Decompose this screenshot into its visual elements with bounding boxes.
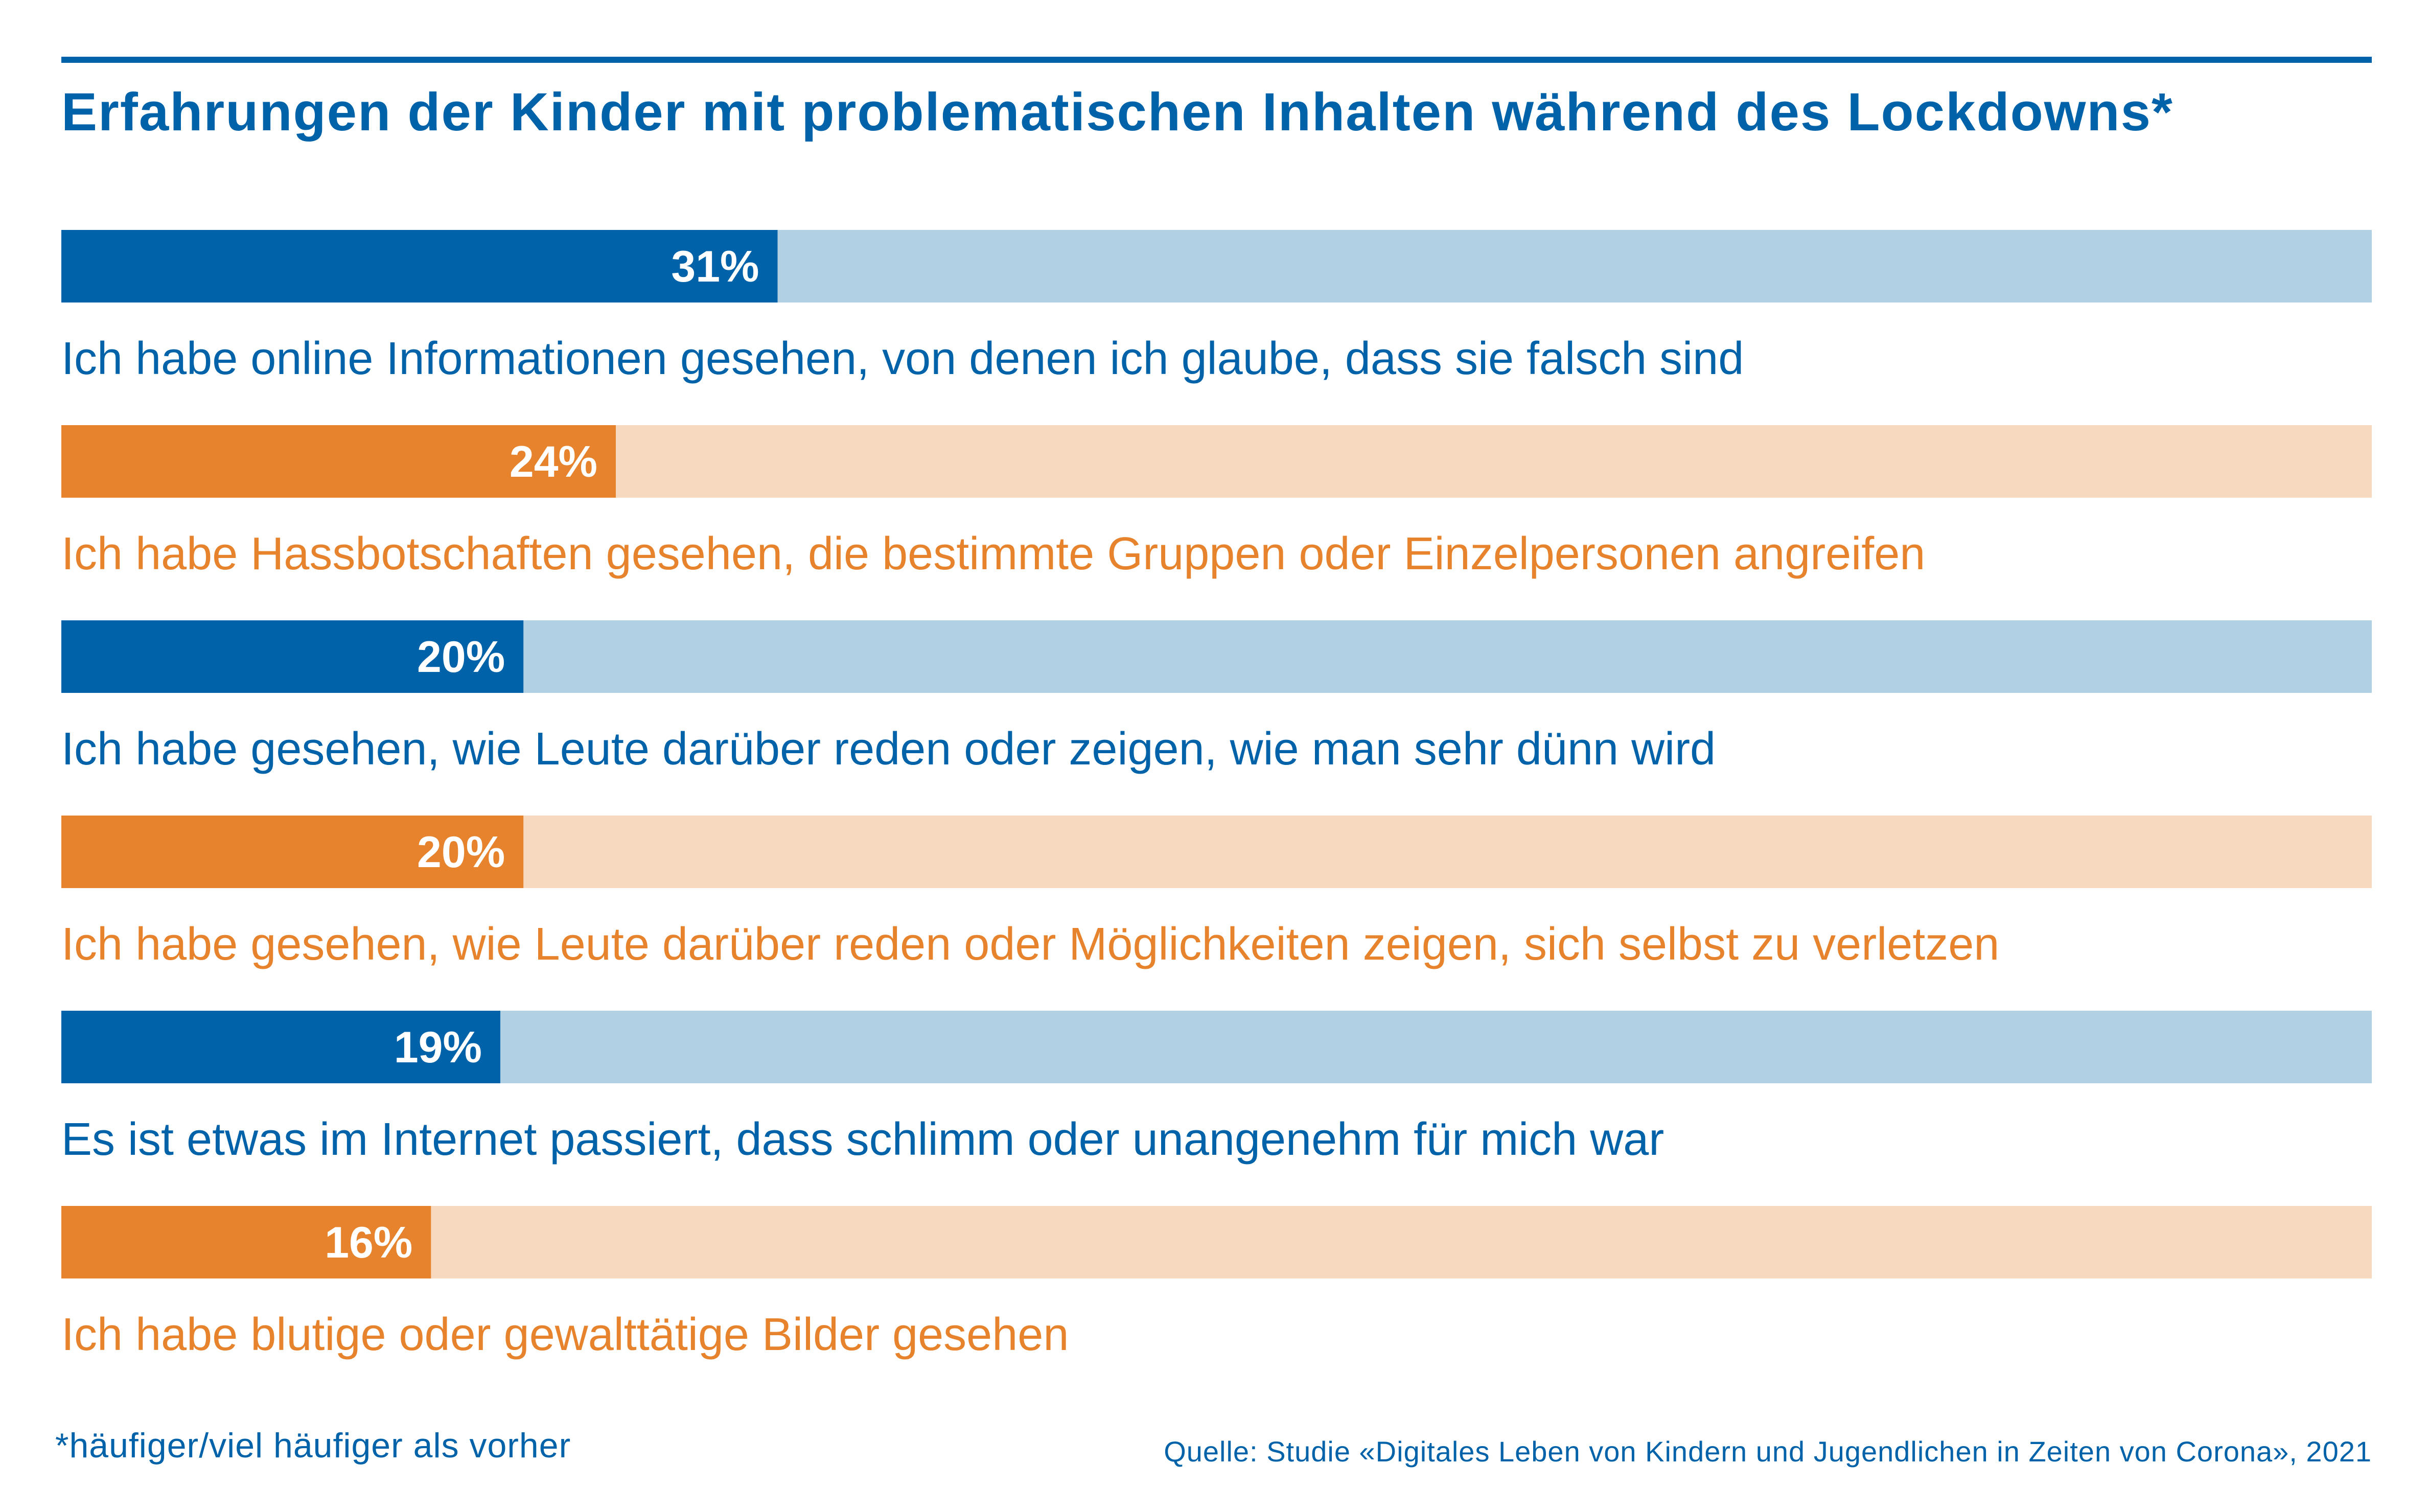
bar-group: 16% Ich habe blutige oder gewalttätige Bi… [61, 1206, 2372, 1360]
bar-value-label: 20% [417, 828, 505, 877]
category-label: Ich habe Hassbotschaften gesehen, die be… [61, 528, 1925, 579]
bar [61, 816, 524, 888]
bar-group: 20% Ich habe gesehen, wie Leute darüber r… [61, 620, 2372, 775]
bar-value-label: 20% [417, 633, 505, 682]
bar-value-label: 31% [671, 242, 759, 291]
category-label: Ich habe blutige oder gewalttätige Bilde… [61, 1309, 1069, 1360]
source-note: Quelle: Studie «Digitales Leben von Kind… [1164, 1435, 2372, 1468]
category-label: Ich habe gesehen, wie Leute darüber rede… [61, 724, 1716, 775]
bar-value-label: 19% [394, 1023, 482, 1072]
bar-group: 24% Ich habe Hassbotschaften gesehen, die… [61, 425, 2372, 579]
bar [61, 620, 524, 693]
bar-group: 20% Ich habe gesehen, wie Leute darüber r… [61, 816, 2372, 970]
bar [61, 1011, 500, 1083]
bar-group: 31% Ich habe online Informationen gesehen… [61, 230, 2372, 384]
bar-value-label: 24% [510, 437, 597, 486]
bar-value-label: 16% [325, 1218, 412, 1267]
bar [61, 230, 778, 303]
category-label: Ich habe online Informationen gesehen, v… [61, 333, 1744, 384]
category-label: Ich habe gesehen, wie Leute darüber rede… [61, 919, 1999, 970]
chart-title: Erfahrungen der Kinder mit problematisch… [61, 82, 2173, 142]
title-rule [61, 57, 2372, 63]
bar-group: 19% Es ist etwas im Internet passiert, da… [61, 1011, 2372, 1165]
footnote: *häufiger/viel häufiger als vorher [55, 1426, 571, 1465]
bar [61, 1206, 431, 1278]
category-label: Es ist etwas im Internet passiert, dass … [61, 1114, 1664, 1165]
bar-track [61, 1206, 2372, 1278]
bar [61, 425, 616, 498]
